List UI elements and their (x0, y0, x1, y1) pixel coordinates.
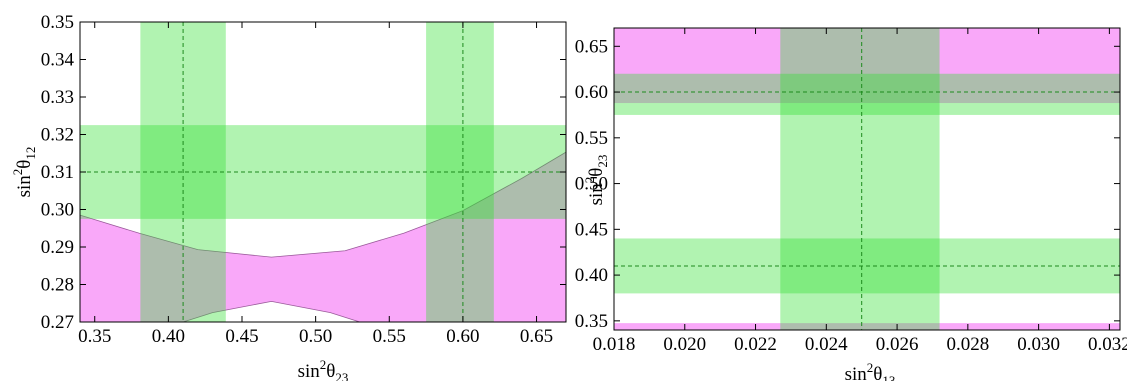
right-y-tick-label: 0.55 (575, 128, 608, 149)
left-y-tick-label: 0.31 (41, 162, 74, 183)
left-x-tick-label: 0.35 (78, 326, 111, 347)
left-chart: 0.35 0.40 0.45 0.50 0.55 0.60 0.65 0.27 0.28 0.29… (10, 12, 567, 381)
left-y-tick-label: 0.27 (41, 312, 74, 333)
left-x-axis-label: sin2θ23 (298, 357, 349, 381)
left-y-tick-label: 0.28 (41, 275, 74, 296)
left-y-tick-label: 0.33 (41, 87, 74, 108)
left-magenta-hole-boundary (182, 300, 360, 322)
right-x-tick-label: 0.018 (593, 334, 636, 355)
left-y-tick-label: 0.32 (41, 125, 74, 146)
right-magenta-band-1 (614, 323, 1120, 330)
left-y-tick-label: 0.30 (41, 200, 74, 221)
right-y-tick-label: 0.50 (575, 174, 608, 195)
right-magenta-band-0 (614, 28, 1120, 104)
right-x-tick-label: 0.030 (1017, 334, 1060, 355)
right-plot-frame (613, 27, 1121, 331)
right-x-tick-label: 0.020 (663, 334, 706, 355)
left-y-tick-label: 0.29 (41, 237, 74, 258)
left-y-tick-label: 0.34 (41, 50, 75, 71)
right-green-horizontal-band-0 (614, 73, 1120, 115)
left-magenta-boundary (80, 151, 566, 258)
left-y-axis-label: sin2θ12 (10, 147, 38, 198)
left-x-tick-label: 0.45 (225, 326, 258, 347)
right-y-tick-label: 0.35 (575, 311, 608, 332)
left-x-tick-label: 0.40 (152, 326, 185, 347)
right-x-axis-label: sin2θ13 (845, 360, 896, 381)
left-x-tick-label: 0.55 (373, 326, 406, 347)
right-y-tick-label: 0.60 (575, 82, 608, 103)
right-x-tick-label: 0.024 (805, 334, 848, 355)
left-magenta-allowed-region (80, 152, 566, 322)
right-y-tick-label: 0.40 (575, 265, 608, 286)
right-y-axis-label: sin2θ23 (582, 155, 610, 206)
right-x-tick-label: 0.026 (876, 334, 919, 355)
left-x-tick-label: 0.60 (446, 326, 479, 347)
right-chart: 0.018 0.020 0.022 0.024 0.026 0.028 0.030 0.032… (575, 27, 1127, 381)
right-y-tick-label: 0.45 (575, 219, 608, 240)
right-y-tick-label: 0.65 (575, 36, 608, 57)
right-x-tick-label: 0.028 (946, 334, 989, 355)
right-x-tick-label: 0.022 (734, 334, 777, 355)
right-x-tick-label: 0.032 (1088, 334, 1127, 355)
left-x-tick-label: 0.65 (520, 326, 553, 347)
right-green-vertical-band-0 (780, 28, 940, 330)
left-x-tick-label: 0.50 (299, 326, 332, 347)
left-y-tick-label: 0.35 (41, 12, 74, 33)
